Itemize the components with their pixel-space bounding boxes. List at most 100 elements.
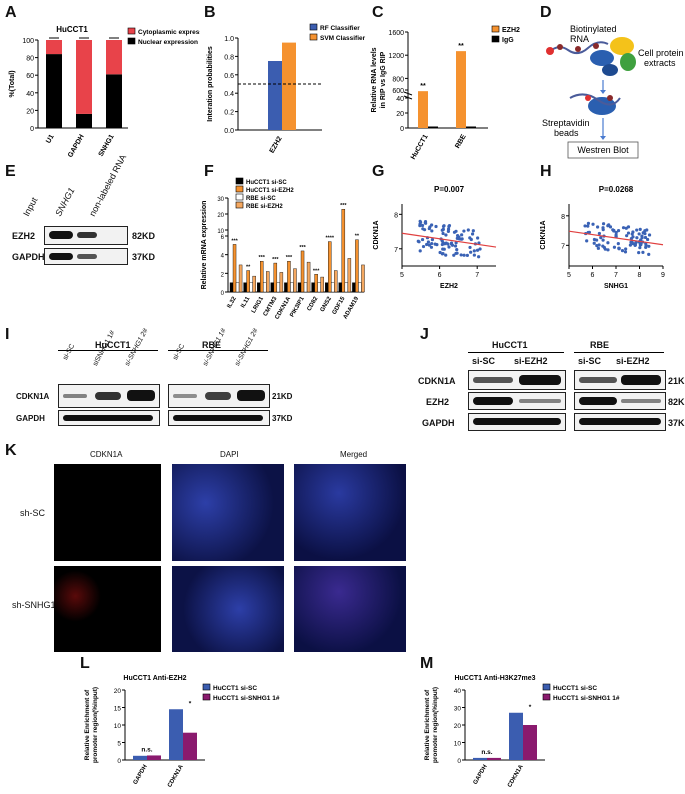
lane-label: si-SC [578, 356, 602, 366]
size-label: 82KD [668, 397, 685, 407]
x-tick-label: IL11 [240, 295, 251, 309]
diagram-label-cell-line2: extracts [644, 58, 676, 68]
scatter-point [425, 242, 429, 247]
blot-band [621, 375, 661, 385]
y-tick-label: 20 [26, 108, 34, 115]
chart-l: HuCCT1 Anti-EZH2 0 5 10 15 20 Relative Enrichm… [84, 675, 280, 789]
significance-label: * [189, 700, 192, 707]
significance-label: *** [299, 245, 306, 251]
chart-title: P=0.0268 [599, 185, 634, 194]
group-line [168, 350, 268, 351]
x-tick-label: 6 [591, 272, 595, 279]
bar [147, 755, 161, 760]
y-tick-label: 20 [114, 688, 122, 695]
y-tick-label: 20 [454, 723, 462, 730]
bar [183, 732, 197, 760]
bar-igg [466, 126, 476, 128]
lane-label: SNHG1 [53, 185, 77, 218]
scatter-point [592, 237, 597, 242]
scatter-point [637, 232, 641, 236]
legend-swatch [542, 693, 551, 701]
bar [243, 282, 247, 293]
chart-b: 0.0 0.2 0.4 0.6 0.8 1.0 Interation probabiliti… [207, 23, 366, 155]
bar [300, 250, 305, 293]
scatter-point [470, 232, 475, 236]
significance-label: *** [231, 238, 238, 244]
scatter-point [647, 244, 651, 248]
bar [287, 260, 291, 293]
scatter-point [635, 228, 639, 232]
bar [266, 271, 270, 293]
scatter-point [585, 239, 589, 243]
row-label: sh-SC [20, 508, 46, 518]
x-tick-label: EZH2 [269, 135, 284, 154]
bar-nuclear [76, 113, 92, 128]
group-label: RBE [590, 340, 610, 350]
y-tick-label: 0 [400, 126, 404, 133]
blot-strip [58, 384, 160, 408]
regression-line [568, 230, 664, 246]
chart-title: HuCCT1 Anti-H3K27me3 [454, 675, 535, 682]
y-tick-label: 0 [457, 758, 461, 765]
y-tick-label: 40 [454, 688, 462, 695]
arrow-head-icon [600, 90, 606, 94]
column-label: Merged [340, 450, 368, 459]
blot-band [519, 399, 561, 403]
x-tick-label: SNHG1 [98, 133, 116, 157]
blot-band [473, 397, 513, 405]
scatter-point [617, 247, 621, 251]
scatter-point [421, 244, 426, 249]
scatter-point [452, 253, 456, 257]
legend-swatch [542, 683, 551, 691]
chart-h: P=0.0268 5 6 7 8 9 7 8 SNHG1 CDKN1A [540, 185, 665, 290]
chart-a: HuCCT1 0 20 40 60 80 100 %(Total) U1 GAPDH SNHG1 Cy… [9, 25, 200, 159]
blot-i: HuCCT1 RBE si-SC siSNHG1 1# si-SNHG1 2# … [0, 328, 300, 430]
legend-label: HuCCT1 si-SNHG1 1# [213, 695, 280, 702]
y-tick-label: 8 [394, 212, 398, 219]
blot-strip [58, 410, 160, 426]
y-tick-label: 4 [221, 254, 225, 260]
micro-image [294, 464, 406, 561]
y-tick-label: 40 [396, 96, 404, 103]
y-tick-label: 8 [561, 214, 565, 221]
y-axis-label: in RIP vs IgG RIP [380, 51, 387, 108]
blot-band [579, 418, 661, 425]
bar [270, 282, 275, 293]
x-tick-label: 7 [614, 272, 618, 279]
bar [293, 268, 297, 293]
panel-label-f: F [204, 163, 214, 180]
group-line [574, 352, 664, 353]
legend-swatch [235, 201, 244, 209]
y-tick-label: 30 [454, 706, 462, 713]
legend-swatch [235, 185, 244, 193]
diagram-d: Biotinylated RNA Cell protein extracts S… [542, 24, 684, 159]
significance-label: *** [259, 255, 266, 261]
scatter-point [441, 231, 445, 236]
blot-band [63, 415, 153, 421]
group-label: HuCCT1 [492, 340, 528, 350]
scatter-point [616, 229, 621, 233]
lane-label: si-EZH2 [616, 356, 650, 366]
y-axis-label: Relative mRNA expression [201, 201, 208, 290]
y-tick-label: 10 [217, 229, 224, 235]
panel-label-a: A [5, 4, 17, 21]
scatter-point [478, 247, 482, 251]
chart-title: HuCCT1 [56, 25, 88, 34]
scatter-point [647, 252, 651, 256]
legend-label: HuCCT1 si-SC [246, 180, 287, 186]
legend-label: HuCCT1 si-SNHG1 1# [553, 695, 620, 702]
scatter-point [612, 245, 617, 249]
blot-band [473, 418, 561, 425]
y-tick-label: 100 [22, 38, 34, 45]
column-label: CDKN1A [90, 450, 123, 459]
scatter-point [646, 237, 650, 242]
y-tick-label: 2 [221, 272, 225, 278]
blot-band [63, 394, 87, 398]
legend-swatch [127, 27, 136, 35]
scatter-point [599, 236, 603, 240]
x-tick-label: GNS2 [320, 295, 334, 313]
scatter-point [447, 245, 451, 249]
bar [473, 757, 487, 760]
scatter-point [442, 224, 446, 228]
blot-band [173, 415, 263, 421]
